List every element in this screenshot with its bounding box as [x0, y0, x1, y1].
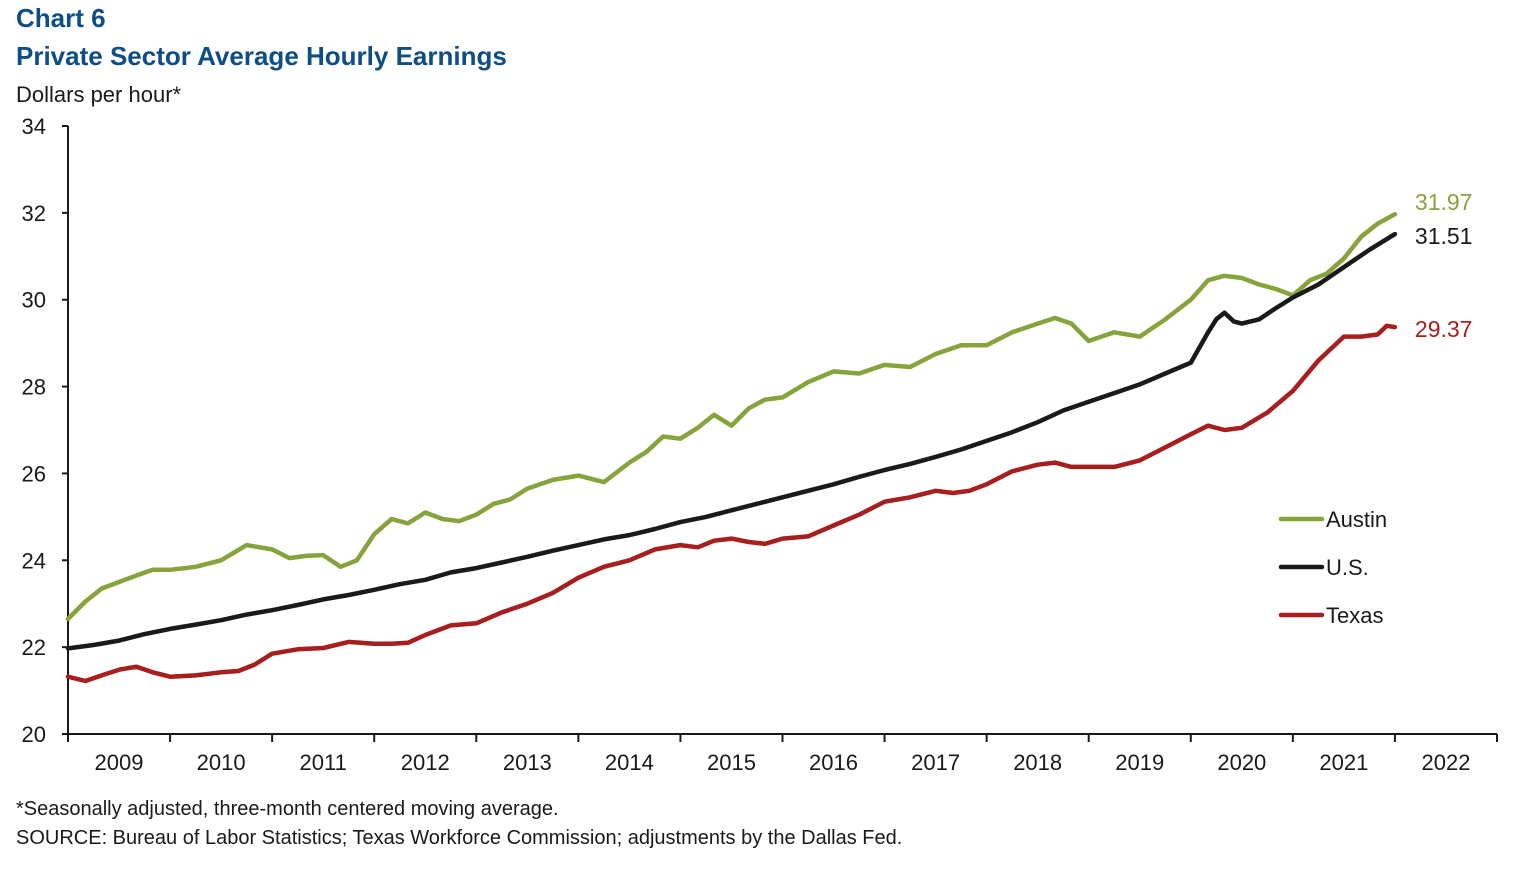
x-tick-label: 2009	[95, 750, 144, 775]
legend-label: Texas	[1326, 603, 1383, 628]
end-label-austin: 31.97	[1415, 189, 1473, 215]
x-tick-label: 2010	[197, 750, 246, 775]
legend-label: U.S.	[1326, 555, 1369, 580]
footnote-source: SOURCE: Bureau of Labor Statistics; Texa…	[16, 827, 903, 849]
x-tick-label: 2019	[1115, 750, 1164, 775]
chart-number: Chart 6	[16, 3, 106, 33]
end-label-us: 31.51	[1415, 223, 1473, 249]
series-line-austin	[65, 211, 1398, 622]
x-tick-label: 2012	[401, 750, 450, 775]
x-tick-label: 2017	[911, 750, 960, 775]
x-tick-label: 2018	[1013, 750, 1062, 775]
y-axis-label: Dollars per hour*	[16, 82, 182, 107]
series-line-texas	[65, 323, 1398, 684]
y-tick-label: 20	[22, 722, 46, 747]
x-tick-label: 2016	[809, 750, 858, 775]
series-line-us	[65, 231, 1398, 651]
x-tick-label: 2015	[707, 750, 756, 775]
footnote-note: *Seasonally adjusted, three-month center…	[16, 798, 559, 820]
end-label-texas: 29.37	[1415, 316, 1473, 342]
y-tick-label: 26	[22, 461, 46, 486]
y-tick-label: 24	[22, 548, 46, 573]
legend-label: Austin	[1326, 507, 1387, 532]
y-tick-label: 22	[22, 635, 46, 660]
legend: Austin U.S. Texas	[1278, 507, 1387, 628]
chart-title: Private Sector Average Hourly Earnings	[16, 41, 507, 71]
series-lines	[65, 211, 1398, 684]
x-tick-label: 2022	[1421, 750, 1470, 775]
y-tick-label: 34	[22, 114, 46, 139]
x-tick-label: 2011	[300, 750, 347, 775]
end-labels: 31.97 31.51 29.37	[1415, 189, 1473, 342]
y-tick-label: 32	[22, 201, 46, 226]
y-tick-label: 28	[22, 375, 46, 400]
x-tick-label: 2014	[605, 750, 654, 775]
x-tick-label: 2013	[503, 750, 552, 775]
y-tick-label: 30	[22, 288, 46, 313]
x-tick-label: 2020	[1217, 750, 1266, 775]
x-tick-label: 2021	[1319, 750, 1368, 775]
